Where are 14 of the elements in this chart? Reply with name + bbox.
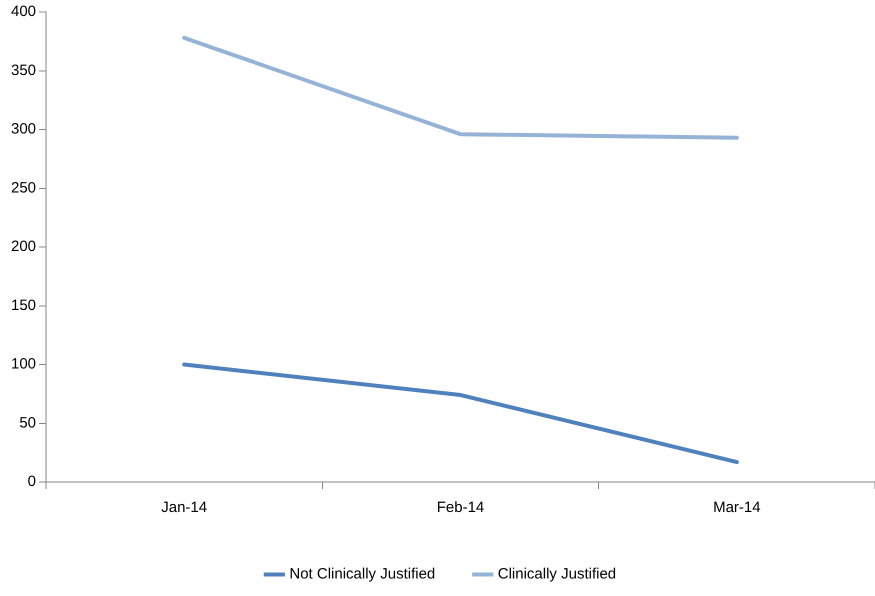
y-tick-label: 400: [10, 3, 36, 20]
y-tick-label: 250: [10, 179, 36, 196]
y-tick-label: 200: [10, 238, 36, 256]
legend-label: Not Clinically Justified: [289, 566, 436, 583]
y-tick-label: 50: [19, 414, 36, 432]
x-tick-label: Feb-14: [436, 499, 484, 516]
y-tick-label: 150: [10, 296, 36, 314]
legend-label: Clinically Justified: [498, 566, 616, 583]
y-tick-label: 300: [10, 120, 36, 138]
y-tick-label: 100: [10, 356, 36, 373]
x-tick-label: Jan-14: [161, 499, 208, 516]
y-tick-label: 350: [10, 62, 36, 79]
x-tick-label: Mar-14: [713, 499, 761, 516]
y-tick-label: 0: [28, 473, 36, 490]
